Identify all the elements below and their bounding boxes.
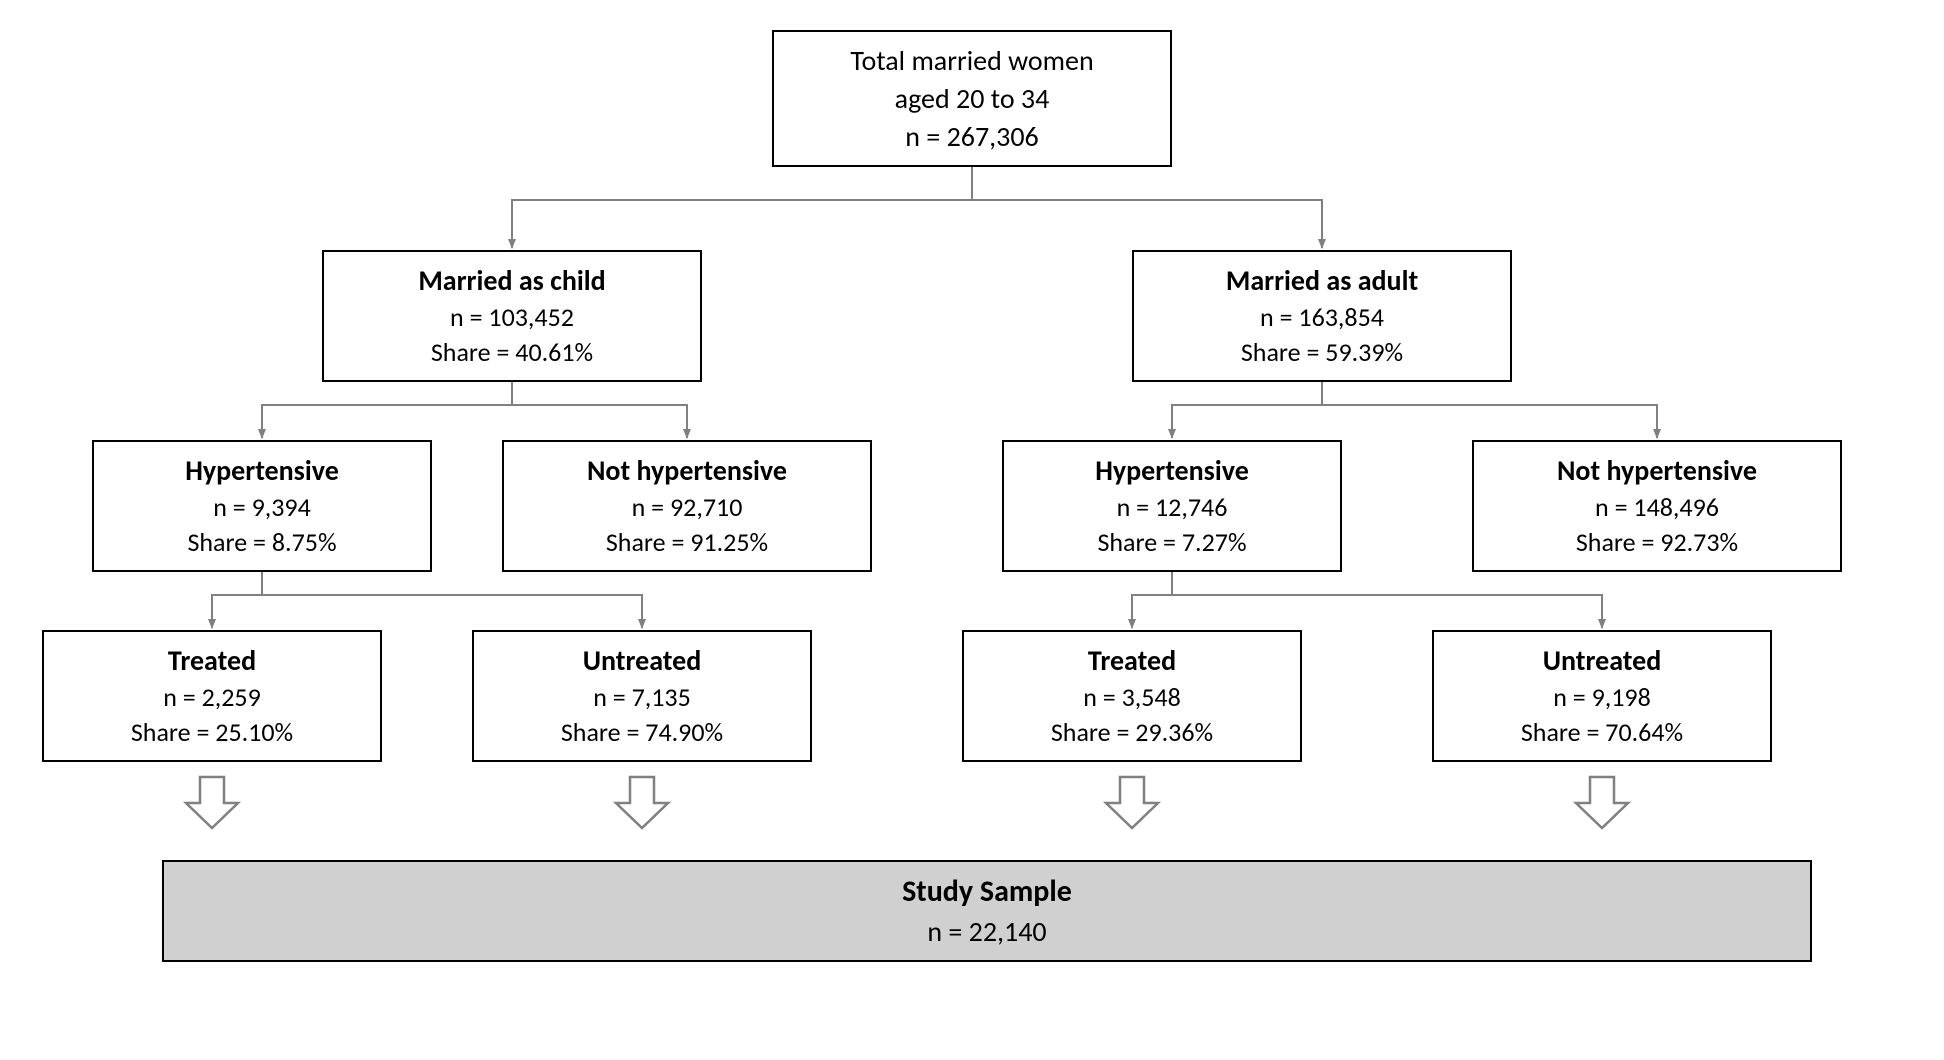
r-treated-n: n = 3,548 (980, 680, 1284, 715)
flowchart-diagram: Total married women aged 20 to 34 n = 26… (32, 30, 1912, 1030)
r-nothyp-title: Not hypertensive (1490, 452, 1824, 490)
r-hyp-n: n = 12,746 (1020, 490, 1324, 525)
node-r-not-hypertensive: Not hypertensive n = 148,496 Share = 92.… (1472, 440, 1842, 572)
node-r-untreated: Untreated n = 9,198 Share = 70.64% (1432, 630, 1772, 762)
block-arrow-icon (182, 775, 242, 830)
r-hyp-title: Hypertensive (1020, 452, 1324, 490)
node-r-hypertensive: Hypertensive n = 12,746 Share = 7.27% (1002, 440, 1342, 572)
l-hyp-title: Hypertensive (110, 452, 414, 490)
l-nothyp-share: Share = 91.25% (520, 525, 854, 560)
l-treated-n: n = 2,259 (60, 680, 364, 715)
node-married-adult: Married as adult n = 163,854 Share = 59.… (1132, 250, 1512, 382)
l-treated-share: Share = 25.10% (60, 715, 364, 750)
l-hyp-share: Share = 8.75% (110, 525, 414, 560)
r-treated-share: Share = 29.36% (980, 715, 1284, 750)
node-study-sample: Study Sample n = 22,140 (162, 860, 1812, 962)
r-married-share: Share = 59.39% (1150, 335, 1494, 370)
l-married-share: Share = 40.61% (340, 335, 684, 370)
r-nothyp-share: Share = 92.73% (1490, 525, 1824, 560)
node-l-untreated: Untreated n = 7,135 Share = 74.90% (472, 630, 812, 762)
r-nothyp-n: n = 148,496 (1490, 490, 1824, 525)
node-married-child: Married as child n = 103,452 Share = 40.… (322, 250, 702, 382)
root-line2: aged 20 to 34 (790, 80, 1154, 118)
study-title: Study Sample (180, 872, 1794, 913)
node-root: Total married women aged 20 to 34 n = 26… (772, 30, 1172, 167)
node-l-treated: Treated n = 2,259 Share = 25.10% (42, 630, 382, 762)
l-hyp-n: n = 9,394 (110, 490, 414, 525)
l-untreated-share: Share = 74.90% (490, 715, 794, 750)
r-untreated-n: n = 9,198 (1450, 680, 1754, 715)
root-n: n = 267,306 (790, 118, 1154, 156)
r-untreated-title: Untreated (1450, 642, 1754, 680)
node-r-treated: Treated n = 3,548 Share = 29.36% (962, 630, 1302, 762)
node-l-not-hypertensive: Not hypertensive n = 92,710 Share = 91.2… (502, 440, 872, 572)
node-l-hypertensive: Hypertensive n = 9,394 Share = 8.75% (92, 440, 432, 572)
root-title: Total married women (790, 42, 1154, 80)
block-arrow-icon (1102, 775, 1162, 830)
l-married-n: n = 103,452 (340, 300, 684, 335)
r-married-n: n = 163,854 (1150, 300, 1494, 335)
r-married-title: Married as adult (1150, 262, 1494, 300)
r-hyp-share: Share = 7.27% (1020, 525, 1324, 560)
l-nothyp-title: Not hypertensive (520, 452, 854, 490)
l-untreated-title: Untreated (490, 642, 794, 680)
l-untreated-n: n = 7,135 (490, 680, 794, 715)
block-arrow-icon (1572, 775, 1632, 830)
l-treated-title: Treated (60, 642, 364, 680)
l-married-title: Married as child (340, 262, 684, 300)
block-arrow-icon (612, 775, 672, 830)
r-treated-title: Treated (980, 642, 1284, 680)
study-n: n = 22,140 (180, 913, 1794, 951)
r-untreated-share: Share = 70.64% (1450, 715, 1754, 750)
l-nothyp-n: n = 92,710 (520, 490, 854, 525)
